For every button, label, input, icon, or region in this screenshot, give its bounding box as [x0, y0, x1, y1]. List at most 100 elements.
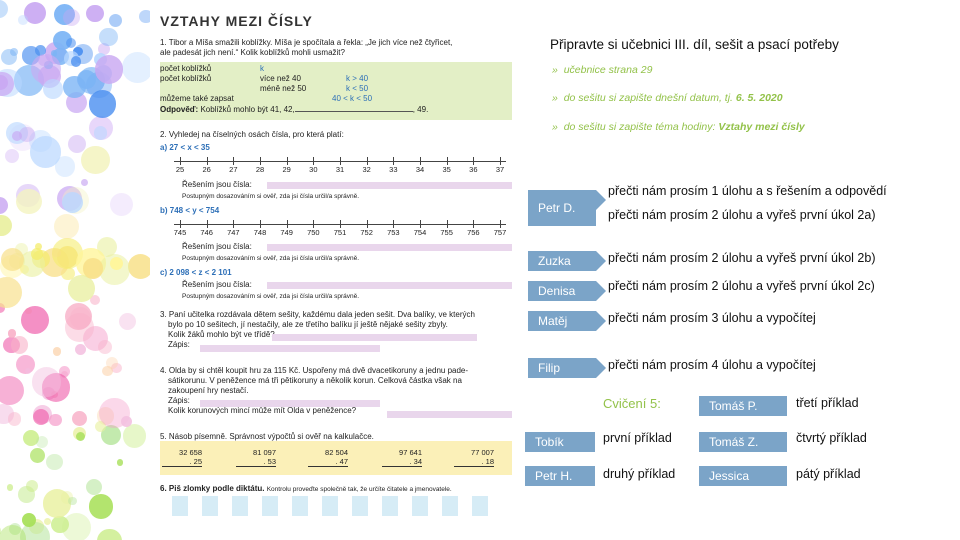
bubble — [82, 325, 109, 352]
bubble — [82, 258, 104, 279]
bubble — [60, 491, 73, 504]
number-line-tick — [340, 220, 341, 228]
bubble — [54, 156, 76, 177]
number-line-tick — [260, 220, 261, 228]
bubble — [6, 483, 14, 491]
bubble — [25, 368, 32, 375]
bubble — [0, 75, 8, 91]
number-line-tick-label: 28 — [255, 165, 265, 174]
dictation-box — [352, 496, 368, 516]
bubble — [99, 27, 118, 47]
student-tag-zuzka: Zuzka — [528, 251, 606, 271]
bubble — [34, 243, 43, 251]
bubble — [31, 247, 44, 260]
bubble — [0, 0, 9, 18]
bubble — [53, 3, 76, 25]
bubble — [54, 214, 80, 239]
number-line-tick-label: 35 — [442, 165, 451, 174]
bubble — [49, 414, 62, 427]
bubble — [93, 125, 108, 140]
bubble — [21, 512, 36, 528]
bubble — [109, 256, 124, 270]
bubble — [94, 421, 106, 433]
number-line-tick — [180, 220, 181, 228]
exercise-3-text: 3. Paní učitelka rozdávala dětem sešity,… — [160, 310, 475, 349]
multiplication-area — [160, 441, 512, 475]
bubble — [36, 435, 49, 448]
bubble — [42, 489, 72, 518]
bubble — [64, 303, 92, 331]
bubble — [50, 50, 58, 57]
number-line-tick-label: 756 — [467, 228, 480, 237]
bubble — [23, 2, 46, 25]
bubble — [51, 515, 69, 534]
number-line-tick-label: 747 — [227, 228, 240, 237]
bubble — [138, 9, 150, 24]
dictation-box — [292, 496, 308, 516]
worksheet-image: VZTAHY MEZI ČÍSLY 1. Tibor a Míša smažil… — [152, 0, 518, 540]
exercise-5-text: 5. Násob písemně. Správnost výpočtů si o… — [160, 432, 374, 441]
bubble — [29, 136, 62, 168]
number-line-a: 25 26 27 28 29 30 31 32 33 34 35 36 37 — [174, 153, 506, 174]
number-line-tick — [340, 157, 341, 165]
dictation-box — [322, 496, 338, 516]
bubble — [0, 302, 6, 314]
exercise-1-text: 1. Tibor a Míša smažili koblížky. Míša j… — [160, 38, 453, 57]
number-line-tick — [286, 157, 288, 165]
bubble — [61, 370, 69, 378]
bubble — [68, 134, 87, 154]
exercise-2c-label: c) 2 098 < z < 2 101 — [160, 268, 232, 277]
bubble — [100, 425, 121, 446]
bubble — [52, 347, 62, 356]
bubble — [96, 407, 115, 425]
multiplication-problem: 77 007. 18 — [454, 448, 494, 467]
student-tag-denisa: Denisa — [528, 281, 606, 301]
number-line-tick-label: 755 — [440, 228, 453, 237]
exercise-4-text: 4. Olda by si chtěl koupit hru za 115 Kč… — [160, 366, 469, 415]
student-tag-matej: Matěj — [528, 311, 606, 331]
bubble — [0, 376, 25, 406]
number-line-tick — [366, 157, 368, 165]
worksheet-title: VZTAHY MEZI ČÍSLY — [160, 13, 313, 29]
bubble — [111, 362, 122, 374]
number-line-tick-label: 750 — [307, 228, 320, 237]
number-line-tick — [420, 220, 421, 228]
number-line-tick-label: 752 — [360, 228, 373, 237]
bullet-item: » do sešitu si zapište téma hodiny: Vzta… — [552, 121, 805, 133]
number-line-tick-label: 753 — [387, 228, 400, 237]
number-line-tick — [393, 157, 395, 165]
number-line-tick — [446, 157, 448, 165]
dictation-box — [412, 496, 428, 516]
number-line-tick-label: 37 — [495, 165, 505, 174]
student-tag-filip: Filip — [528, 358, 606, 378]
bubble — [0, 277, 23, 309]
bubble — [9, 522, 22, 535]
bubble — [8, 329, 17, 338]
bubble — [0, 49, 17, 66]
bubble — [65, 313, 94, 342]
bullet-item: » učebnice strana 29 — [552, 64, 653, 76]
number-line-tick-label: 31 — [335, 165, 345, 174]
number-line-tick — [206, 220, 208, 228]
multiplication-problem: 81 097. 53 — [236, 448, 276, 467]
task-text: pátý příklad — [796, 467, 861, 481]
task-text: přečti nám prosím 2 úlohu a vyřeš první … — [608, 251, 876, 265]
number-line-tick-label: 757 — [493, 228, 507, 237]
student-tag-tobik: Tobík — [525, 432, 595, 452]
number-line-tick-label: 751 — [333, 228, 347, 237]
bubble — [12, 130, 23, 141]
bubble — [1, 248, 25, 272]
bubble — [88, 494, 114, 519]
number-line-tick — [206, 157, 208, 165]
task-text: třetí příklad — [796, 396, 859, 410]
bubble — [75, 431, 85, 442]
number-line-tick-label: 30 — [309, 165, 318, 174]
bubble — [18, 15, 28, 25]
bubble — [35, 44, 46, 56]
dictation-box — [202, 496, 218, 516]
number-line-tick — [233, 157, 235, 165]
bubble — [0, 526, 1, 536]
number-line-tick — [473, 157, 475, 165]
dictation-box — [232, 496, 248, 516]
bubble — [42, 79, 63, 100]
